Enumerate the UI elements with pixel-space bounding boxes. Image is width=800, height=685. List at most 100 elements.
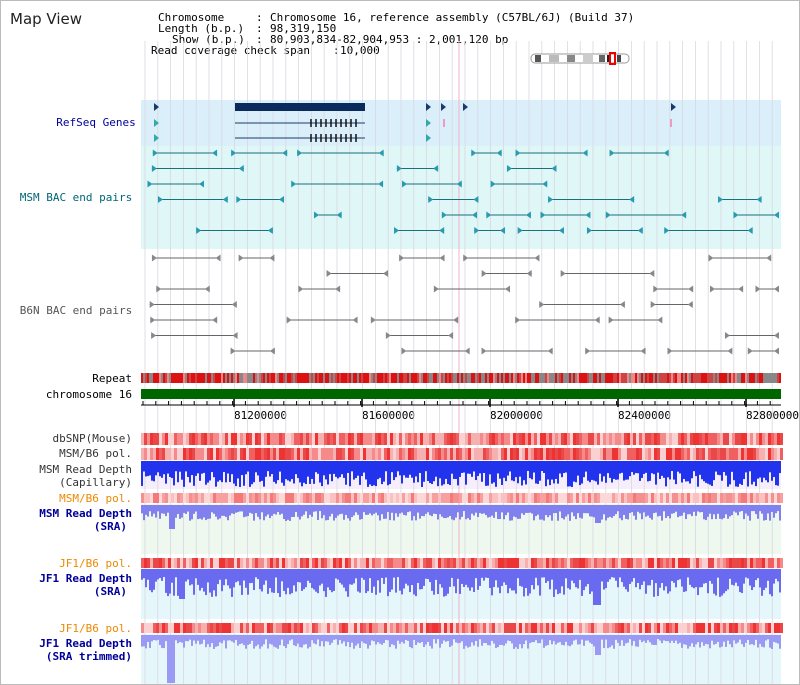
repeat-segment [439,373,441,383]
msm-sra-depth-bar [193,505,195,514]
msm-pol2-cell [186,493,189,503]
repeat-segment [509,373,511,383]
repeat-segment [765,373,767,383]
jf1-sra-depth-bar [735,569,737,583]
jf1-sra-depth-bar [593,569,595,605]
msm-pol2-cell [462,493,465,503]
msm-cap-depth-bar [373,461,375,486]
b6n-bac-pair-end [286,316,292,324]
jf1-trim-depth-bar [211,635,213,644]
jf1-sra-depth-bar [219,569,221,580]
msm-sra-depth-bar [407,505,409,513]
msm-pol2-cell [672,493,675,503]
dbsnp-cell [777,433,780,445]
jf1-pol-cell [741,558,744,568]
repeat-segment [491,373,493,383]
msm-cap-depth-bar [287,461,289,481]
jf1-trim-depth-bar [723,635,725,642]
jf1-trim-depth-bar [383,635,385,643]
jf1-pol2-cell [510,623,513,633]
jf1-trim-depth-bar [713,635,715,645]
msm-sra-depth-bar [269,505,271,519]
jf1-sra-depth-bar [755,569,757,581]
jf1-sra-depth-bar [405,569,407,584]
jf1-pol-cell [762,558,765,568]
repeat-segment [777,373,779,383]
jf1-trim-depth-bar [279,635,281,646]
dbsnp-cell [564,433,567,445]
dbsnp-cell [696,433,699,445]
msm-pol2-cell [711,493,714,503]
msm-sra-depth-bar [321,505,323,519]
jf1-sra-depth-bar [641,569,643,585]
jf1-pol-cell [651,558,654,568]
msm-cap-depth-bar [641,461,643,478]
msm-sra-depth-bar [441,505,443,517]
msm-cap-depth-bar [631,461,633,473]
msm-pol-cell [240,448,243,460]
msm-pol2-cell [666,493,669,503]
msm-bac-pair-end [336,211,342,219]
b6n-bac-pair-end [215,254,221,262]
jf1-sra-depth-bar [767,569,769,581]
jf1-trim-depth-bar [419,635,421,644]
msm-pol-cell [207,448,210,460]
msm-pol2-cell [375,493,378,503]
msm-pol-cell [774,448,777,460]
repeat-segment [763,373,765,383]
jf1-trim-depth-bar [441,635,443,644]
msm-pol-cell [462,448,465,460]
msm-cap-depth-bar [383,461,385,482]
repeat-segment [575,373,577,383]
msm-sra-depth-bar [729,505,731,517]
msm-sra-depth-bar [289,505,291,521]
msm-sra-depth-bar [175,505,177,518]
msm-bac-pair-end [629,196,635,203]
track-label-b6n-bac: B6N BAC end pairs [19,304,133,317]
msm-sra-depth-bar [643,505,645,513]
jf1-sra-depth-bar [383,569,385,584]
msm-bac-pair-end [267,227,273,234]
jf1-sra-depth-bar [495,569,497,581]
msm-sra-depth-bar [703,505,705,520]
repeat-segment [715,373,717,383]
repeat-segment [645,373,647,383]
msm-cap-depth-bar [611,461,613,483]
msm-sra-depth-bar [277,505,279,513]
jf1-sra-depth-bar [583,569,585,591]
msm-sra-depth-bar [689,505,691,515]
jf1-sra-depth-bar [645,569,647,594]
jf1-pol-cell [633,558,636,568]
jf1-trim-depth-bar [169,635,171,683]
msm-sra-depth-bar [191,505,193,520]
msm-bac-pair-end [279,196,285,203]
jf1-trim-depth-bar [779,635,781,649]
jf1-sra-depth-bar [269,569,271,589]
msm-sra-depth-bar [679,505,681,517]
msm-pol-cell [159,448,162,460]
msm-cap-depth-bar [627,461,629,480]
repeat-segment [361,373,363,383]
repeat-segment [637,373,639,383]
jf1-pol-cell [393,558,396,568]
repeat-segment [355,373,357,383]
jf1-pol-cell [753,558,756,568]
jf1-pol-cell [249,558,252,568]
jf1-trim-depth-bar [181,635,183,643]
msm-cap-depth-bar [205,461,207,485]
b6n-bac-pair-end [399,254,405,262]
jf1-pol2-cell [258,623,261,633]
repeat-segment [357,373,359,383]
msm-pol2-cell [372,493,375,503]
jf1-pol-cell [498,558,501,568]
jf1-trim-depth-bar [343,635,345,642]
jf1-sra-depth-bar [313,569,315,590]
repeat-segment [661,373,663,383]
jf1-pol2-cell [678,623,681,633]
msm-pol-cell [639,448,642,460]
repeat-segment [445,373,447,383]
jf1-trim-depth-bar [569,635,571,647]
repeat-segment [493,373,495,383]
gene-marker [463,103,468,111]
